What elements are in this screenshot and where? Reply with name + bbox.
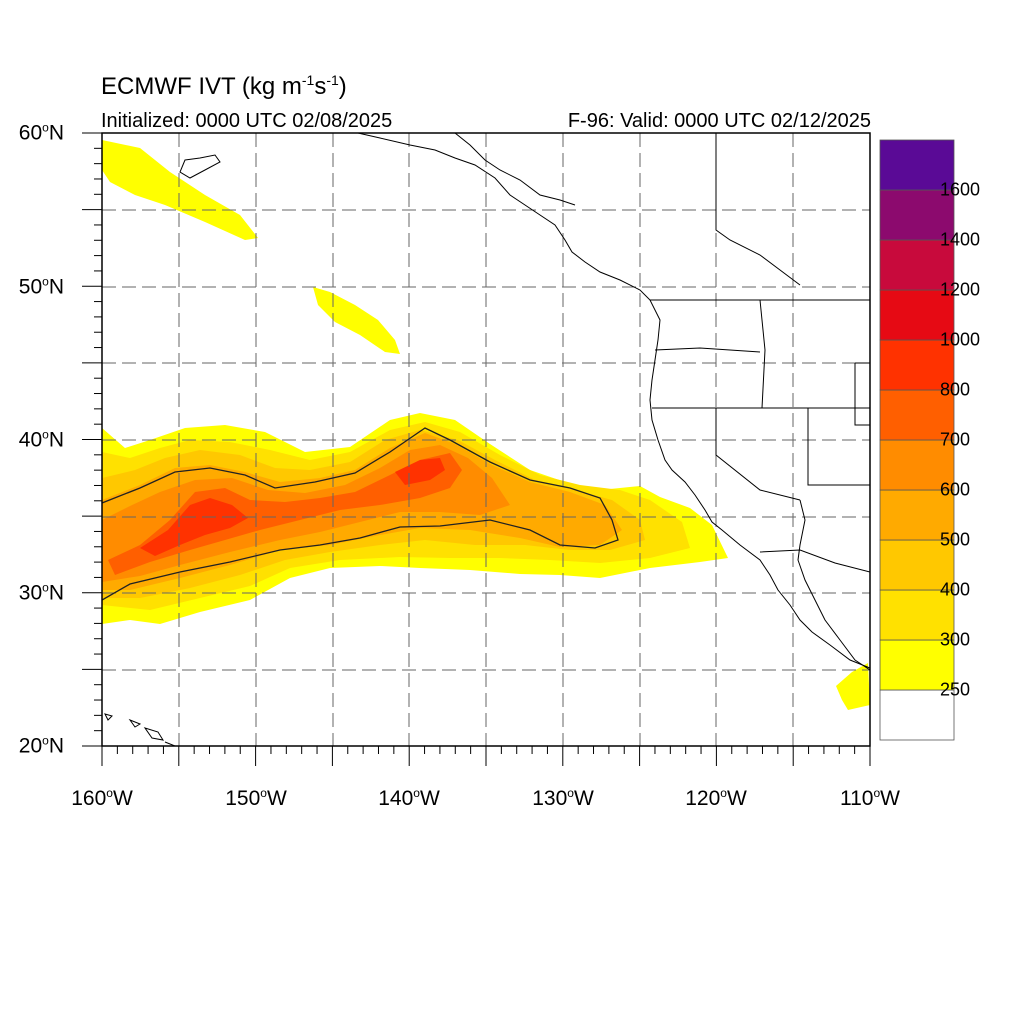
colorbar-label: 500: [940, 529, 971, 550]
alaska-coast: [357, 133, 870, 669]
ak-islands: [179, 154, 221, 179]
lon-label-160: 160oW: [71, 786, 133, 810]
colorbar: [879, 139, 955, 741]
contour-500: [102, 427, 619, 601]
colorbar-swatch: [879, 139, 955, 191]
montana-border: [854, 362, 870, 426]
colorbar-label: 600: [940, 479, 971, 500]
ivt-band-250-baja: [836, 663, 870, 710]
lon-label-150: 150oW: [225, 786, 287, 810]
lat-label-20: 20oN: [18, 733, 64, 758]
ivt-band-250-small: [313, 287, 400, 354]
ivt-band-800-east: [395, 458, 445, 485]
ivt-band-700: [108, 453, 462, 575]
or-wa-border: [654, 347, 761, 353]
lon-label-140: 140oW: [378, 786, 440, 810]
ivt-band-250-north: [102, 140, 258, 240]
gulf-california: [797, 499, 870, 671]
lon-label-110: 110oW: [840, 786, 900, 810]
alaska-inland-border: [715, 133, 801, 286]
colorbar-label: 300: [940, 629, 971, 650]
colorbar-swatch: [879, 539, 955, 591]
ca-nv-border: [715, 408, 801, 501]
ivt-contours: [102, 427, 619, 601]
colorbar-swatch: [879, 239, 955, 291]
ivt-band-800: [140, 498, 248, 556]
map-title: ECMWF IVT (kg m-1s-1): [101, 72, 347, 100]
idaho-border: [759, 299, 766, 409]
colorbar-label: 1200: [940, 279, 981, 300]
axis-ticks: [82, 132, 871, 766]
colorbar-label: 250: [940, 679, 971, 700]
colorbar-swatch: [879, 589, 955, 641]
coastlines: [104, 133, 870, 746]
hawaii: [104, 713, 176, 746]
colorbar-label: 800: [940, 379, 971, 400]
northern-canada-coast: [454, 133, 576, 206]
colorbar-swatch: [879, 689, 955, 741]
lon-label-130: 130oW: [532, 786, 594, 810]
lat-label-50: 50oN: [18, 274, 64, 299]
colorbar-swatch: [879, 489, 955, 541]
valid-time-label: F-96: Valid: 0000 UTC 02/12/2025: [567, 110, 871, 132]
colorbar-swatch: [879, 639, 955, 691]
colorbar-label: 400: [940, 579, 971, 600]
colorbar-swatch: [879, 189, 955, 241]
colorbar-swatch: [879, 289, 955, 341]
colorbar-label: 1000: [940, 329, 981, 350]
colorbar-label: 1400: [940, 229, 981, 250]
mexico-border: [759, 549, 870, 573]
colorbar-swatch: [879, 389, 955, 441]
lat-label-40: 40oN: [18, 427, 64, 452]
lon-label-120: 120oW: [685, 786, 747, 810]
initialized-label: Initialized: 0000 UTC 02/08/2025: [101, 110, 393, 132]
lat-label-60: 60oN: [18, 120, 64, 145]
colorbar-label: 700: [940, 429, 971, 450]
ivt-field: [102, 140, 870, 710]
lat-label-30: 30oN: [18, 580, 64, 605]
colorbar-swatch: [879, 339, 955, 391]
nevada-east-border: [807, 408, 870, 486]
colorbar-label: 1600: [940, 179, 981, 200]
